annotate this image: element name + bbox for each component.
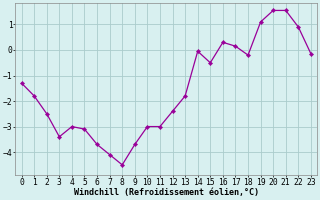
X-axis label: Windchill (Refroidissement éolien,°C): Windchill (Refroidissement éolien,°C) xyxy=(74,188,259,197)
